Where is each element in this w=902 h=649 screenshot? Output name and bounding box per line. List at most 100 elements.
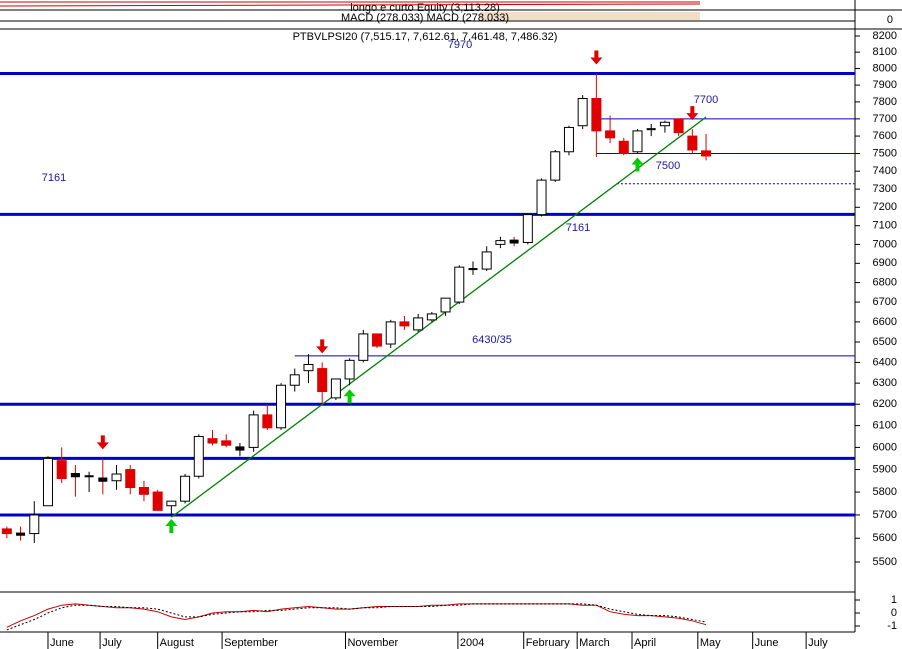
y-tick-label: 7300 [873, 183, 897, 195]
annotation: 7161 [566, 222, 590, 234]
candle-body [262, 414, 273, 429]
y-tick-label: 6100 [873, 420, 897, 432]
candle-body [659, 121, 670, 127]
y-tick-label: 5600 [873, 532, 897, 544]
y-tick-label: 8200 [873, 30, 897, 42]
candle-body [591, 97, 602, 132]
buy-arrow [631, 157, 644, 172]
annotation: 6430/35 [472, 334, 512, 346]
macd-line [6, 603, 707, 631]
annotation: 7700 [694, 94, 718, 106]
candle-body [221, 440, 232, 446]
candle-body [317, 368, 328, 393]
candle-body [16, 532, 26, 536]
x-tick-label: June [755, 637, 779, 649]
annotation: 7161 [42, 172, 66, 184]
candle-body [125, 469, 136, 489]
candle-body [138, 487, 149, 495]
candle-body [413, 317, 424, 331]
candle-body [98, 477, 108, 482]
candle-body [536, 179, 547, 216]
candle-body [248, 414, 259, 448]
y-tick-label: 7600 [873, 130, 897, 142]
y-tick-label: 7700 [873, 113, 897, 125]
candle-body [673, 118, 684, 134]
candle-body [42, 457, 53, 507]
x-tick-label: July [102, 637, 122, 649]
macd-strip [480, 12, 700, 20]
x-tick-label: February [526, 637, 571, 649]
candle-body [454, 266, 465, 303]
title: MACD (278.033) MACD (278.033) [341, 12, 509, 24]
y-tick-label: 7200 [873, 201, 897, 213]
y-tick-label: 6600 [873, 316, 897, 328]
candle-body [235, 446, 245, 451]
x-tick-label: March [579, 637, 610, 649]
candle-body [399, 321, 410, 327]
sell-arrow [96, 435, 109, 450]
x-tick-label: July [808, 637, 828, 649]
x-tick-label: May [700, 637, 721, 649]
candle-body [426, 313, 437, 321]
y-tick-label: 7000 [873, 238, 897, 250]
candle-body [509, 239, 519, 244]
equity-line [0, 3, 701, 7]
candle-body [70, 473, 80, 478]
x-tick-label: September [224, 637, 278, 649]
annotation: 7500 [656, 160, 680, 172]
y-tick-label: 6400 [873, 356, 897, 368]
y-tick-label: 6800 [873, 276, 897, 288]
y-tick-label: 6200 [873, 398, 897, 410]
candle-body [303, 363, 314, 372]
y-tick-label: 7800 [873, 96, 897, 108]
x-tick-label: 2004 [460, 637, 484, 649]
candle-body [618, 140, 629, 155]
trend-line [170, 116, 707, 518]
candle-body [522, 214, 533, 244]
candle-body [207, 438, 218, 444]
y-tick-label: 6000 [873, 441, 897, 453]
title: PTBVLPSI20 (7,515.17, 7,612.61, 7,461.48… [293, 31, 558, 43]
x-tick-label: November [347, 637, 398, 649]
y-tick-label: 7900 [873, 79, 897, 91]
candle-body [646, 128, 656, 131]
candle-body [563, 126, 574, 153]
candle-body [468, 268, 478, 271]
y-tick-label: 5700 [873, 509, 897, 521]
candle-body [372, 333, 383, 347]
y-tick-label: 7100 [873, 220, 897, 232]
sell-arrow [316, 339, 329, 354]
annotation: 7970 [448, 39, 472, 51]
y-tick-label: 7400 [873, 165, 897, 177]
candle-body [289, 374, 300, 386]
candle-body [1, 528, 12, 535]
y-tick-label: 6500 [873, 336, 897, 348]
candle-body [577, 97, 588, 127]
x-tick-label: August [160, 637, 194, 649]
candle-body [481, 251, 492, 270]
candle-body [56, 460, 67, 479]
y-tick-label: 5800 [873, 486, 897, 498]
y-tick-label: 8000 [873, 62, 897, 74]
candle-body [193, 435, 204, 477]
candle-body [84, 475, 94, 478]
y-tick-label: 6700 [873, 296, 897, 308]
buy-arrow [343, 389, 356, 404]
candle-body [605, 130, 616, 139]
candle-body [344, 359, 355, 380]
title: longo e curto Equity (3,113.28) [350, 2, 500, 14]
macd-tick-label: 1 [891, 594, 897, 606]
candle-body [385, 321, 396, 345]
x-tick-label: June [50, 637, 74, 649]
candle-body [701, 150, 712, 157]
candle-body [687, 135, 698, 151]
candle-body [330, 378, 341, 399]
candle-body [276, 384, 287, 429]
equity-axis-label: 0 [887, 14, 893, 26]
y-tick-label: 8100 [873, 46, 897, 58]
candle-body [632, 130, 643, 153]
candle-body [166, 500, 177, 507]
